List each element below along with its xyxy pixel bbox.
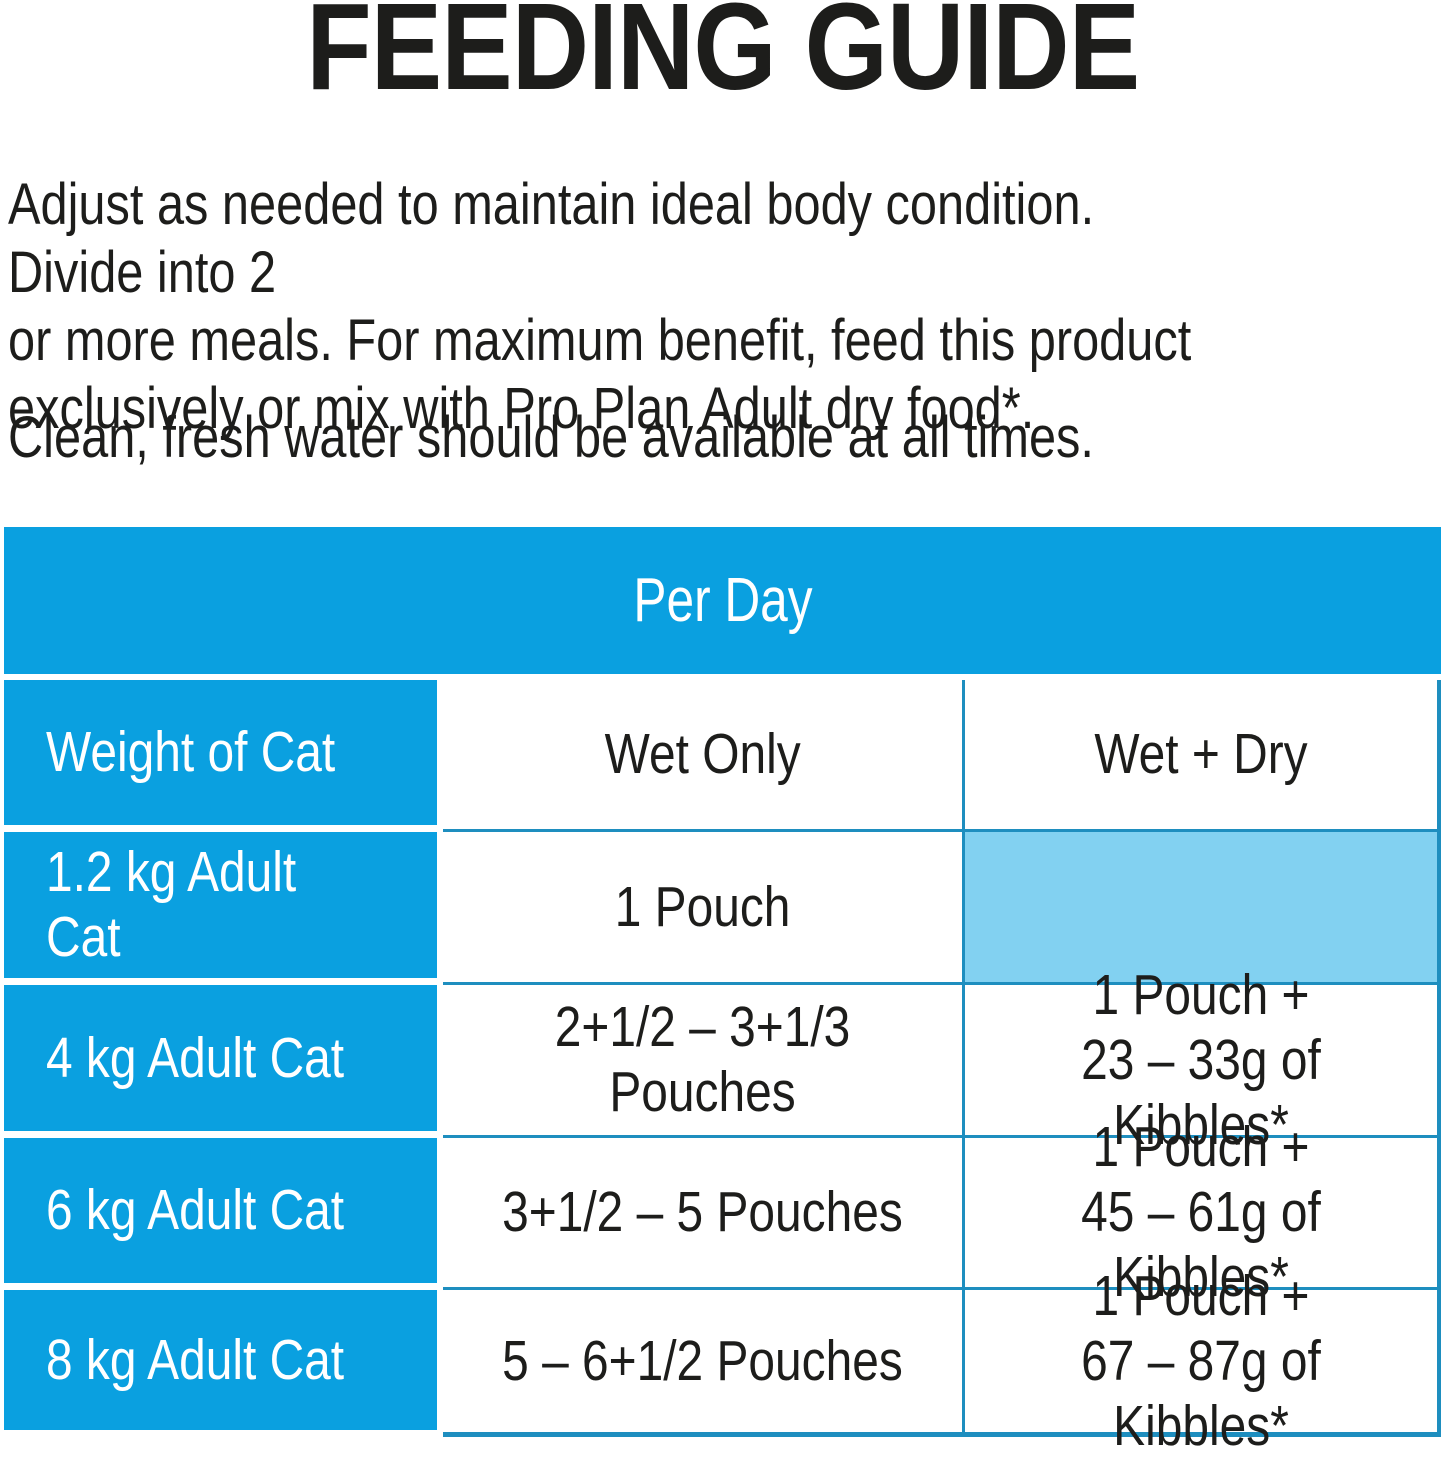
cell-wet-only-text: 1 Pouch xyxy=(614,874,791,939)
header-weight-of-cat-text: Weight of Cat xyxy=(46,720,336,784)
water-note-text: Clean, fresh water should be available a… xyxy=(8,405,1094,470)
header-weight-of-cat: Weight of Cat xyxy=(4,680,443,832)
water-note: Clean, fresh water should be available a… xyxy=(8,404,1301,472)
cell-wet-only-text: 5 – 6+1/2 Pouches xyxy=(502,1328,903,1393)
intro-paragraph: Adjust as needed to maintain ideal body … xyxy=(8,171,1445,443)
cell-weight: 8 kg Adult Cat xyxy=(4,1290,443,1437)
cell-weight: 4 kg Adult Cat xyxy=(4,985,443,1138)
cell-weight-text: 8 kg Adult Cat xyxy=(46,1327,345,1392)
table-row-6kg: 6 kg Adult Cat 3+1/2 – 5 Pouches 1 Pouch… xyxy=(4,1115,1441,1309)
header-wet-only: Wet Only xyxy=(443,680,965,832)
table-row-1-2kg: 1.2 kg Adult Cat 1 Pouch xyxy=(4,832,1441,985)
cell-wet-only-text: 3+1/2 – 5 Pouches xyxy=(502,1180,903,1244)
cell-wet-only: 3+1/2 – 5 Pouches xyxy=(443,1138,965,1290)
cell-wet-only: 2+1/2 – 3+1/3 Pouches xyxy=(443,985,965,1138)
header-wet-plus-dry: Wet + Dry xyxy=(965,680,1441,832)
per-day-header: Per Day xyxy=(4,527,1441,674)
cell-weight-text: 6 kg Adult Cat xyxy=(46,1178,345,1242)
page-title-text: FEEDING GUIDE xyxy=(306,0,1140,116)
cell-wet-plus-dry: 1 Pouch + 45 – 61g of Kibbles* xyxy=(965,1115,1441,1309)
cell-wet-plus-dry-text: 1 Pouch + 67 – 87g of Kibbles* xyxy=(1081,1263,1321,1458)
cell-wet-only-text: 2+1/2 – 3+1/3 Pouches xyxy=(554,995,851,1124)
cell-weight-text: 1.2 kg Adult Cat xyxy=(46,840,297,969)
feeding-table: Per Day Weight of Cat Wet Only Wet + Dry… xyxy=(4,527,1441,1458)
cell-weight: 1.2 kg Adult Cat xyxy=(4,832,443,985)
intro-paragraph-text: Adjust as needed to maintain ideal body … xyxy=(8,172,1192,441)
cell-wet-only: 1 Pouch xyxy=(443,832,965,985)
table-row-8kg: 8 kg Adult Cat 5 – 6+1/2 Pouches 1 Pouch… xyxy=(4,1264,1441,1458)
table-row-4kg: 4 kg Adult Cat 2+1/2 – 3+1/3 Pouches 1 P… xyxy=(4,963,1441,1157)
cell-wet-plus-dry-text: 1 Pouch + 23 – 33g of Kibbles* xyxy=(1081,962,1321,1157)
cell-wet-plus-dry: 1 Pouch + 23 – 33g of Kibbles* xyxy=(965,963,1441,1157)
cell-wet-plus-dry: 1 Pouch + 67 – 87g of Kibbles* xyxy=(965,1264,1441,1458)
cell-wet-plus-dry-empty xyxy=(965,832,1441,985)
header-wet-only-text: Wet Only xyxy=(604,722,801,786)
cell-wet-only: 5 – 6+1/2 Pouches xyxy=(443,1290,965,1437)
header-wet-plus-dry-text: Wet + Dry xyxy=(1094,722,1308,786)
table-column-header-row: Weight of Cat Wet Only Wet + Dry xyxy=(4,680,1441,832)
page-title: FEEDING GUIDE xyxy=(0,0,1445,109)
cell-weight: 6 kg Adult Cat xyxy=(4,1138,443,1290)
per-day-header-text: Per Day xyxy=(632,566,813,635)
cell-wet-plus-dry-text: 1 Pouch + 45 – 61g of Kibbles* xyxy=(1081,1115,1321,1309)
cell-weight-text: 4 kg Adult Cat xyxy=(46,1025,345,1090)
